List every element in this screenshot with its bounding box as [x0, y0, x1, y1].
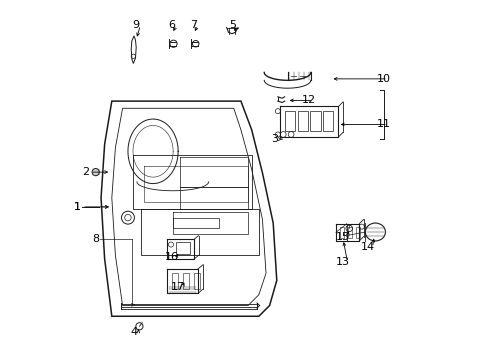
Bar: [182, 273, 189, 289]
Text: 9: 9: [132, 20, 140, 30]
Bar: [310, 111, 320, 131]
Text: 2: 2: [82, 167, 89, 177]
Bar: [347, 226, 351, 238]
Text: 4: 4: [130, 327, 137, 337]
Text: 5: 5: [229, 20, 236, 30]
Text: 7: 7: [190, 20, 197, 30]
Bar: [355, 226, 359, 238]
Bar: [339, 226, 343, 238]
Text: 8: 8: [92, 234, 99, 244]
Text: 11: 11: [376, 120, 390, 129]
Bar: [323, 111, 333, 131]
Text: 10: 10: [376, 74, 390, 84]
Text: 16: 16: [165, 252, 179, 262]
Text: 6: 6: [168, 20, 175, 30]
Bar: [176, 242, 190, 253]
Bar: [297, 111, 307, 131]
Bar: [284, 111, 294, 131]
Text: 12: 12: [302, 95, 315, 105]
Text: 15: 15: [335, 232, 349, 242]
Text: 13: 13: [335, 257, 349, 267]
Text: 1: 1: [74, 202, 81, 212]
Text: 17: 17: [171, 282, 185, 292]
Bar: [193, 273, 200, 289]
Bar: [171, 273, 178, 289]
Text: 3: 3: [271, 134, 278, 144]
Text: 1: 1: [74, 202, 81, 212]
Text: 14: 14: [361, 242, 374, 252]
